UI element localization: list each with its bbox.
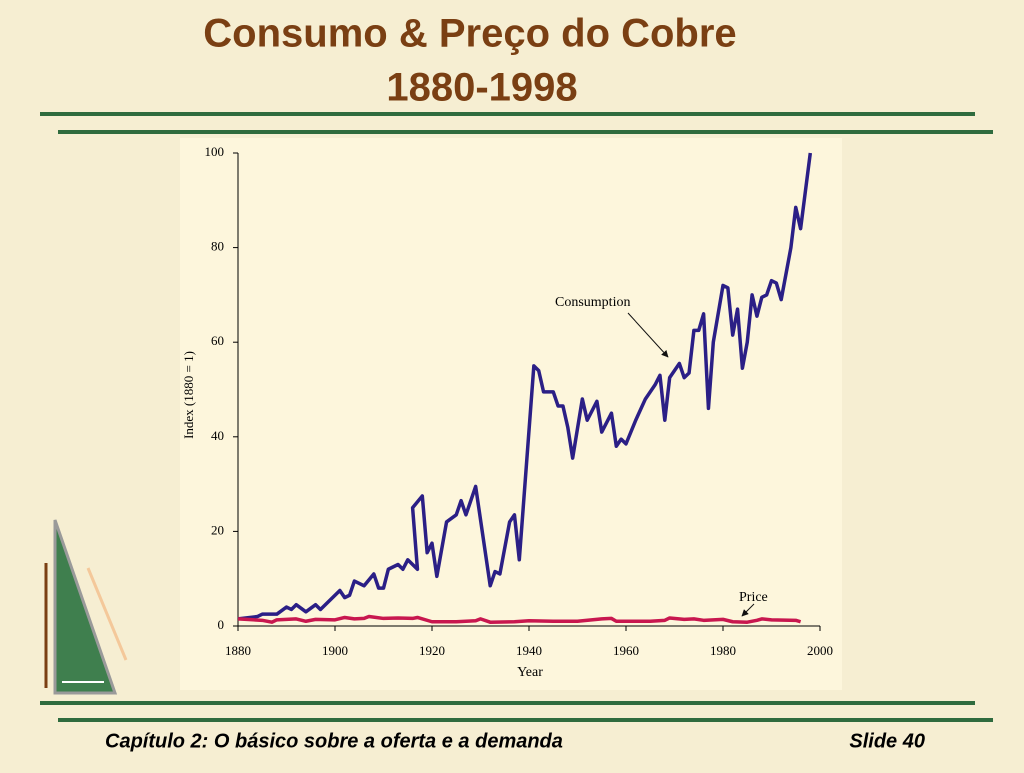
decoration: [44, 519, 128, 695]
y-tick-label: 100: [205, 144, 225, 159]
rule: [58, 130, 993, 134]
footer-text: Capítulo 2: O básico sobre a oferta e a …: [105, 730, 563, 752]
y-axis-label: Index (1880 = 1): [181, 351, 196, 439]
footer-page: Slide 40: [849, 730, 925, 752]
chart-panel: [180, 138, 842, 690]
y-tick-label: 80: [211, 239, 224, 254]
x-tick-label: 1880: [225, 643, 251, 658]
x-axis-label: Year: [517, 665, 543, 680]
y-tick-label: 20: [211, 522, 224, 537]
title-line: Consumo & Preço do Cobre: [203, 12, 736, 56]
annotation-arrow: [741, 603, 755, 617]
x-tick-label: 2000: [807, 643, 833, 658]
y-tick-label: 60: [211, 333, 224, 348]
annotation-arrow: [627, 312, 669, 358]
y-tick-label: 40: [211, 428, 224, 443]
series-line: [237, 614, 802, 624]
series-line: [237, 152, 813, 621]
annotation: Consumption: [555, 295, 630, 310]
annotation: Price: [739, 590, 768, 605]
rule: [58, 718, 993, 722]
title-line: 1880-1998: [386, 66, 577, 110]
x-tick-label: 1900: [322, 643, 348, 658]
x-tick-label: 1960: [613, 643, 639, 658]
x-tick-label: 1940: [516, 643, 542, 658]
y-tick-label: 0: [218, 617, 225, 632]
rule: [40, 701, 975, 705]
rule: [40, 112, 975, 116]
x-tick-label: 1920: [419, 643, 445, 658]
x-tick-label: 1980: [710, 643, 736, 658]
